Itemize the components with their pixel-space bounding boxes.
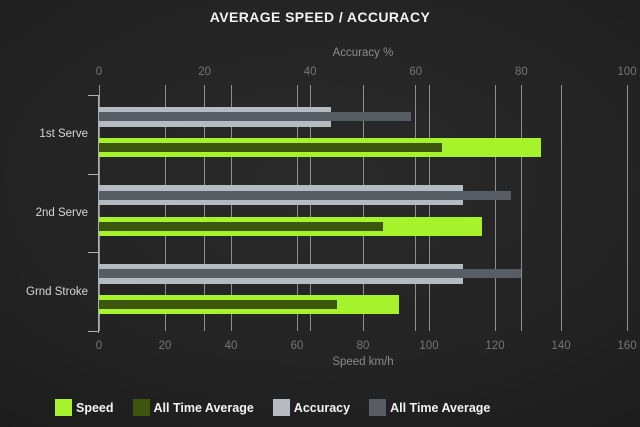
category-notch [88,173,98,175]
legend-label: Speed [76,400,114,415]
speed-tick-label-60: 60 [290,340,304,352]
speed-tick-label-40: 40 [224,340,238,352]
category-label-1st-serve: 1st Serve [39,128,88,141]
gridline-speed-140 [560,85,562,331]
accuracy-tick-label-0: 0 [95,66,103,78]
category-label-grnd-stroke: Grnd Stroke [26,285,88,298]
gridline-accuracy-40 [309,85,311,331]
top-axis-title: Accuracy % [332,47,394,59]
gridline-accuracy-60 [415,85,417,331]
legend-swatch-all-time-average-speed [132,399,150,416]
speed-tick-label-0: 0 [95,340,103,352]
category-notch [88,95,98,96]
gridline-speed-20 [164,85,166,331]
gridline-speed-160 [626,85,628,331]
gridline-accuracy-80 [520,85,522,331]
legend-item-all-time-average-accuracy: All Time Average [369,399,490,416]
speed-tick-label-140: 140 [551,340,571,352]
category-label-2nd-serve: 2nd Serve [35,207,88,219]
bar-all-time-average-speed-2nd-serve [99,221,383,231]
bar-all-time-average-accuracy-2nd-serve [99,190,511,200]
gridline-speed-0 [98,85,100,331]
chart-title: AVERAGE SPEED / ACCURACY [209,9,431,25]
gridline-accuracy-20 [204,85,206,331]
speed-tick-label-160: 160 [617,340,637,352]
legend-swatch-accuracy-accuracy [272,399,290,416]
category-notch [88,252,98,254]
legend-swatch-all-time-average-accuracy [369,399,387,416]
bottom-axis-title: Speed km/h [332,356,394,368]
speed-tick-label-120: 120 [485,340,505,352]
gridline-speed-60 [296,85,298,331]
category-notch [88,331,98,332]
plot-area [88,85,628,333]
legend-label: All Time Average [390,400,491,415]
legend-swatch-speed-speed [55,399,72,416]
legend-label: Accuracy [293,400,351,415]
accuracy-tick-label-20: 20 [198,66,211,78]
gridline-speed-120 [494,85,496,331]
bar-all-time-average-accuracy-1st-serve [99,112,411,121]
legend-item-speed-speed: Speed [55,399,114,416]
legend-label: All Time Average [153,400,254,415]
bar-all-time-average-speed-1st-serve [99,143,443,152]
legend-item-accuracy-accuracy: Accuracy [272,399,351,416]
accuracy-tick-label-100: 100 [617,66,637,78]
speed-tick-label-100: 100 [419,340,439,352]
accuracy-tick-label-80: 80 [514,66,528,78]
legend: Speed All Time Average Accuracy All Time Av… [55,399,490,416]
left-axis-line [98,95,99,333]
legend-item-all-time-average-speed: All Time Average [132,399,254,416]
bar-all-time-average-accuracy-grnd-stroke [99,269,522,279]
gridline-speed-80 [362,85,364,331]
accuracy-tick-label-40: 40 [303,66,317,78]
speed-tick-label-80: 80 [356,340,370,352]
accuracy-tick-label-60: 60 [409,66,423,78]
gridline-speed-40 [230,85,232,331]
gridline-speed-100 [428,85,430,331]
bar-all-time-average-speed-grnd-stroke [99,300,337,310]
speed-tick-label-20: 20 [158,340,172,352]
